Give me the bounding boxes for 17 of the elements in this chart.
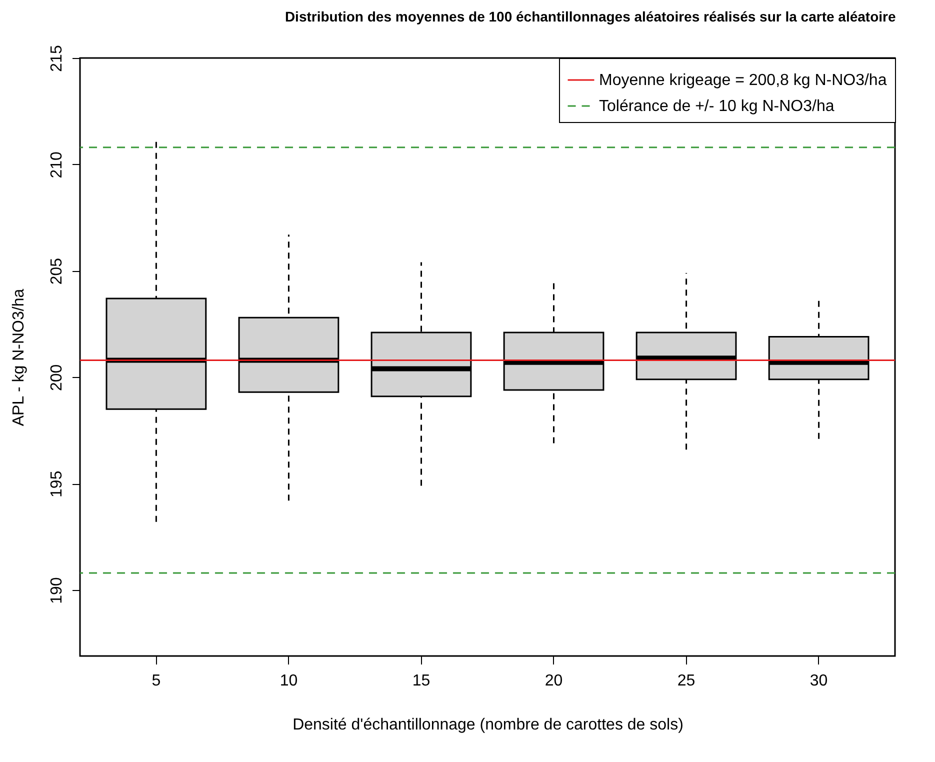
chart-title: Distribution des moyennes de 100 échantillonnages aléatoires réalisés sur la carte aléatoire xyxy=(284,8,896,25)
y-tick-label: 200 xyxy=(48,364,66,392)
y-tick-label: 190 xyxy=(48,577,66,604)
legend-label: Moyenne krigeage = 200,8 kg N-NO3/ha xyxy=(599,72,887,89)
x-tick-label: 5 xyxy=(152,672,161,690)
y-tick-label: 215 xyxy=(48,45,66,72)
y-tick-label: 195 xyxy=(48,470,66,498)
legend-label: Tolérance de +/- 10 kg N-NO3/ha xyxy=(599,98,834,115)
x-tick-label: 30 xyxy=(810,672,828,690)
x-tick-label: 10 xyxy=(280,672,298,690)
x-tick-label: 25 xyxy=(677,672,696,690)
x-tick-label: 20 xyxy=(544,672,563,690)
y-tick-label: 210 xyxy=(48,151,66,178)
x-axis-title: Densité d'échantillonnage (nombre de carottes de sols) xyxy=(292,716,684,734)
x-tick-label: 15 xyxy=(412,672,430,690)
y-tick-label: 205 xyxy=(48,258,66,285)
y-axis-title: APL - kg N-NO3/ha xyxy=(10,288,28,426)
